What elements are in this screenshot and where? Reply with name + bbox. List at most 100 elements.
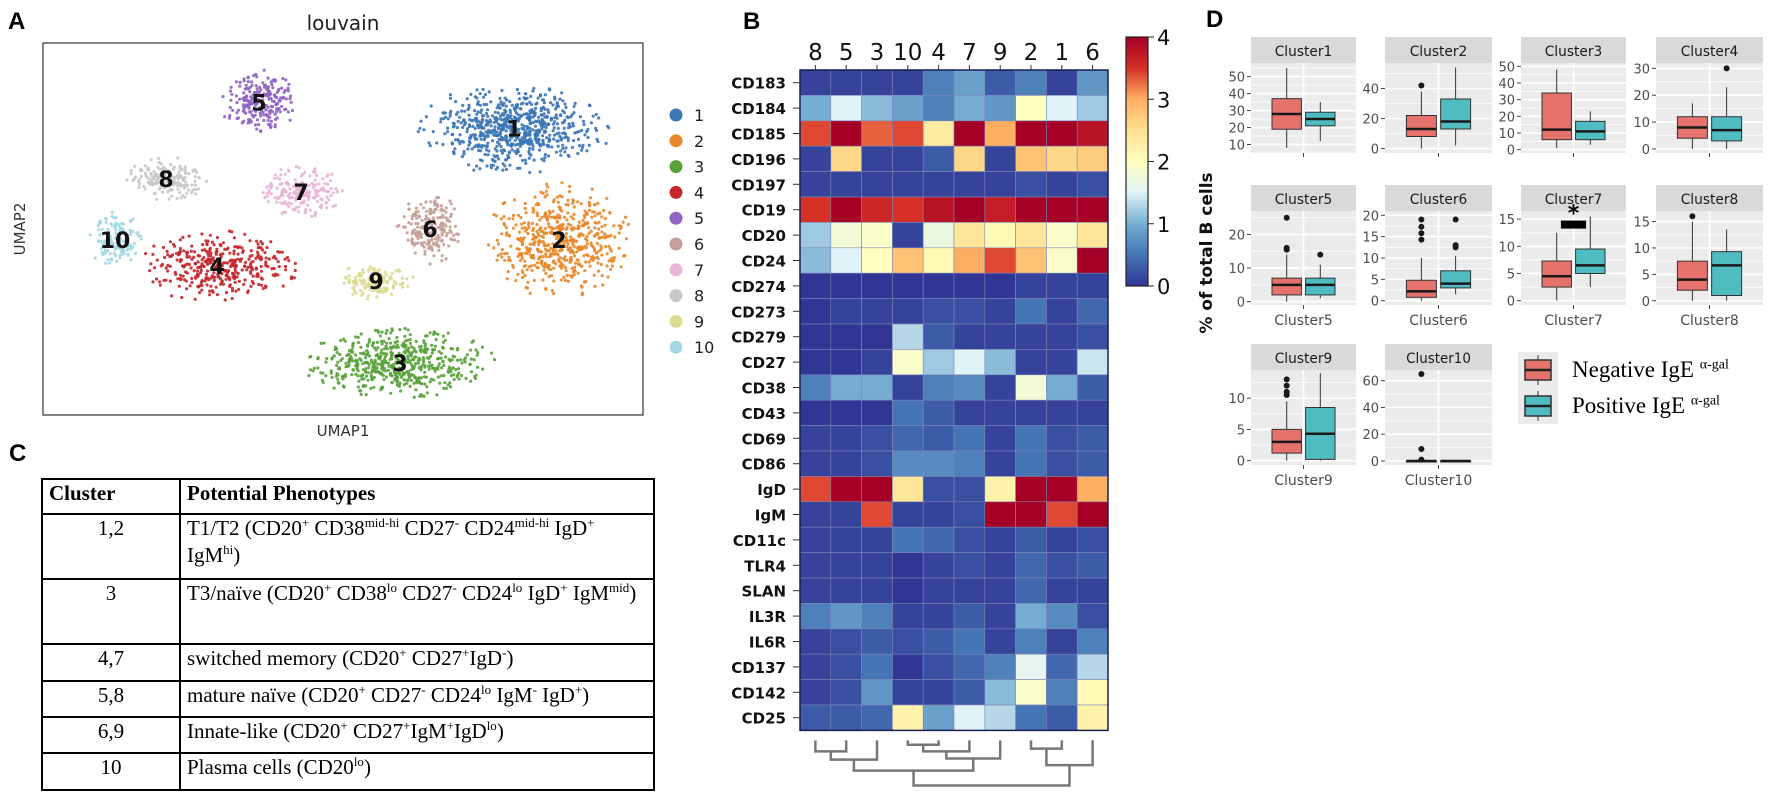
umap-point: [416, 237, 420, 241]
umap-point: [405, 277, 409, 281]
umap-point: [228, 251, 232, 255]
umap-point: [219, 255, 223, 259]
legend-marker-2: [669, 134, 683, 148]
umap-point: [275, 196, 279, 200]
umap-point: [440, 254, 444, 258]
umap-point: [139, 174, 143, 178]
umap-point: [469, 357, 473, 361]
heatmap-cell-CD196-9: [984, 145, 1016, 172]
umap-point: [498, 114, 503, 118]
heatmap-cell-CD11c-2: [1015, 526, 1047, 553]
umap-point: [555, 241, 559, 245]
umap-point: [155, 197, 159, 201]
umap-point: [528, 242, 532, 246]
umap-point: [201, 264, 205, 268]
umap-point: [280, 104, 284, 108]
umap-point: [199, 280, 203, 285]
umap-point: [278, 195, 282, 199]
umap-point: [166, 253, 170, 257]
umap-point: [524, 246, 529, 250]
umap-point: [544, 231, 548, 235]
umap-point: [576, 258, 580, 262]
umap-point: [135, 231, 139, 236]
heatmap-cell-CD185-10: [892, 120, 924, 147]
umap-point: [518, 138, 522, 142]
umap-point: [118, 256, 122, 260]
umap-point: [413, 251, 417, 255]
umap-point: [205, 283, 209, 287]
heatmap-cell-CD183-7: [953, 69, 986, 96]
phenotype-text: Innate-like (CD20: [187, 719, 341, 743]
row-label-IL3R: IL3R: [749, 608, 787, 626]
umap-point: [171, 175, 175, 179]
umap-point: [316, 194, 320, 198]
umap-point: [513, 122, 517, 126]
facet-strip: [1656, 185, 1763, 211]
phenotype-table: Cluster Potential Phenotypes 1,2 T1/T2 (C…: [41, 478, 655, 791]
umap-point: [355, 283, 359, 287]
umap-point: [151, 280, 155, 284]
heatmap-cell-CD38-5: [830, 374, 862, 401]
umap-point: [520, 226, 524, 230]
umap-point: [561, 222, 565, 227]
heatmap-cell-CD69-1: [1046, 425, 1078, 452]
umap-point: [566, 116, 570, 120]
umap-point: [211, 256, 215, 260]
umap-point: [350, 373, 354, 377]
umap-point: [499, 100, 503, 104]
umap-point: [224, 291, 229, 295]
umap-point: [571, 242, 575, 247]
umap-point: [177, 170, 181, 174]
facet-title: Cluster8: [1681, 192, 1739, 208]
heatmap-cell-IgD-2: [1015, 476, 1047, 503]
umap-point: [226, 261, 230, 265]
x-tick-label: Cluster7: [1544, 313, 1603, 329]
umap-point: [592, 273, 596, 277]
umap-point: [475, 96, 479, 100]
umap-point: [148, 269, 152, 273]
umap-point: [495, 165, 500, 169]
heatmap-cell-CD69-9: [984, 425, 1016, 452]
umap-point: [109, 242, 113, 246]
umap-point: [373, 283, 377, 287]
umap-point: [412, 212, 416, 216]
umap-point: [402, 372, 407, 376]
umap-point: [547, 249, 551, 253]
y-tick-label: 20: [1228, 122, 1245, 137]
umap-point: [495, 149, 499, 153]
heatmap-cell-SLAN-4: [922, 577, 955, 604]
umap-point: [255, 127, 259, 131]
box-iqr: [1541, 92, 1572, 141]
umap-point: [434, 338, 438, 342]
heatmap-cell-CD197-6: [1076, 171, 1109, 198]
umap-point: [250, 268, 255, 272]
umap-point: [414, 361, 418, 366]
umap-point: [535, 119, 539, 124]
umap-point: [384, 344, 388, 348]
umap-point: [467, 113, 471, 117]
umap-point: [257, 106, 261, 110]
umap-point: [581, 143, 585, 147]
umap-point: [573, 261, 578, 265]
umap-title: louvain: [307, 11, 380, 35]
umap-point: [229, 98, 233, 102]
umap-point: [181, 235, 185, 239]
umap-point: [403, 334, 407, 338]
umap-point: [449, 212, 453, 216]
umap-point: [568, 246, 573, 250]
umap-point: [577, 144, 582, 148]
umap-point: [515, 106, 519, 110]
umap-point: [425, 334, 429, 338]
umap-point: [479, 111, 483, 115]
umap-point: [110, 210, 114, 214]
row-label-CD273: CD273: [731, 303, 786, 321]
heatmap-cell-CD274-3: [861, 272, 893, 299]
umap-point: [220, 272, 224, 276]
umap-point: [197, 187, 201, 191]
umap-point: [256, 253, 260, 257]
umap-point: [531, 228, 535, 232]
umap-point: [449, 237, 453, 241]
umap-point: [537, 234, 541, 238]
umap-point: [450, 358, 454, 362]
heatmap-cell-CD20-2: [1015, 222, 1047, 249]
